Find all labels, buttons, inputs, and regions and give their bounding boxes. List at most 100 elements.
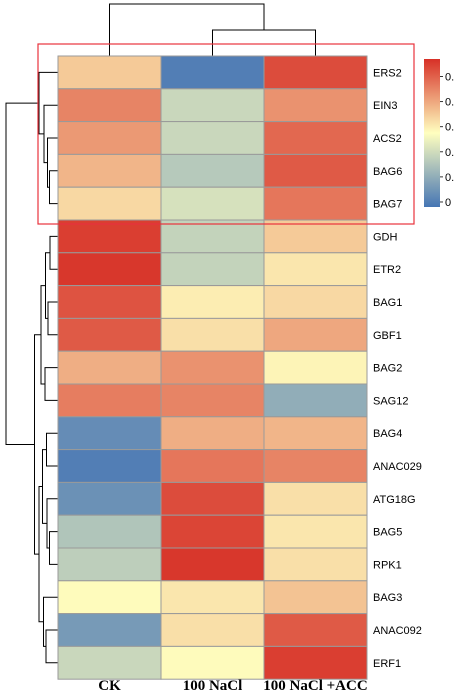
dendrogram-branch <box>46 432 58 467</box>
row-label: BAG3 <box>373 592 402 604</box>
heatmap-cell <box>263 88 368 123</box>
row-label: ATG18G <box>373 494 416 506</box>
heatmap-cell <box>57 645 162 680</box>
colorbar-tick-label: 0.4 <box>445 97 454 109</box>
row-label: BAG7 <box>373 199 402 211</box>
row-label: ERF1 <box>373 658 401 670</box>
row-label: ETR2 <box>373 264 401 276</box>
colorbar-legend: 0 0.1 0.2 0.3 0.4 0.5 <box>424 59 454 209</box>
heatmap-cell <box>160 186 265 221</box>
colorbar-gradient <box>424 59 440 207</box>
heatmap-cell <box>263 285 368 319</box>
heatmap-cell <box>57 153 162 188</box>
heatmap-cell <box>160 580 265 615</box>
heatmap-cell <box>263 481 368 516</box>
row-dendrogram <box>5 71 58 664</box>
colorbar-tick-label: 0 <box>445 197 451 209</box>
heatmap-cell <box>263 383 368 418</box>
heatmap-cell <box>263 55 368 90</box>
dendrogram-branch <box>49 170 58 205</box>
colorbar-tick-label: 0.3 <box>445 122 454 134</box>
heatmap-cell <box>263 252 368 287</box>
heatmap-cell <box>263 219 368 254</box>
colorbar-tick-label: 0.1 <box>445 172 454 184</box>
dendrogram-branch <box>212 29 316 56</box>
dendrogram-branch <box>49 235 58 270</box>
heatmap-cell <box>160 121 265 155</box>
row-label: BAG6 <box>373 166 402 178</box>
heatmap-cell <box>57 219 162 254</box>
heatmap-cell <box>263 547 368 582</box>
heatmap-cell <box>263 350 368 385</box>
column-label: 100 NaCl +ACC <box>263 678 367 694</box>
heatmap-cell <box>57 613 162 647</box>
heatmap-cell <box>160 88 265 123</box>
dendrogram-branch <box>43 104 58 164</box>
heatmap-cell <box>160 317 265 352</box>
heatmap-cell <box>57 88 162 123</box>
dendrogram-branch <box>49 531 58 565</box>
heatmap-cell <box>263 186 368 221</box>
row-label: ANAC029 <box>373 461 422 473</box>
row-label: GBF1 <box>373 330 402 342</box>
colorbar-tick-label: 0.2 <box>445 147 454 159</box>
heatmap-cell <box>57 252 162 287</box>
row-label: SAG12 <box>373 395 408 407</box>
heatmap-cell <box>57 121 162 155</box>
heatmap-cell <box>57 285 162 319</box>
colorbar-tick-label: 0.5 <box>445 72 454 84</box>
heatmap-cell <box>57 416 162 451</box>
heatmap-cell <box>160 449 265 483</box>
dendrogram-branch <box>38 71 58 135</box>
row-label: BAG5 <box>373 527 402 539</box>
dendrogram-branch <box>5 102 39 445</box>
dendrogram-branch <box>45 629 58 664</box>
heatmap-cell <box>57 481 162 516</box>
dendrogram-branch <box>109 3 265 56</box>
heatmap-cell <box>160 645 265 680</box>
row-label: BAG1 <box>373 297 402 309</box>
row-label: EIN3 <box>373 100 397 112</box>
dendrogram-branch <box>44 367 58 401</box>
heatmap-cell <box>263 514 368 549</box>
heatmap-cell <box>263 317 368 352</box>
heatmap-cells <box>57 55 368 680</box>
heatmap-cell <box>160 350 265 385</box>
heatmap-cell <box>57 317 162 352</box>
heatmap-cell <box>160 416 265 451</box>
heatmap-cell <box>57 449 162 483</box>
heatmap-cell <box>160 153 265 188</box>
heatmap-cell <box>160 55 265 90</box>
row-label: ANAC092 <box>373 625 422 637</box>
heatmap-cell <box>160 514 265 549</box>
heatmap-cell <box>160 383 265 418</box>
row-label: BAG4 <box>373 428 402 440</box>
dendrogram-branch <box>47 301 58 336</box>
heatmap-cell <box>57 350 162 385</box>
heatmap-cell <box>160 219 265 254</box>
row-label: ACS2 <box>373 133 402 145</box>
column-labels: CK 100 NaCl 100 NaCl +ACC <box>98 678 367 694</box>
heatmap-cell <box>160 481 265 516</box>
row-label: GDH <box>373 231 398 243</box>
row-labels: ERS2 EIN3 ACS2 BAG6 BAG7 GDH ETR2 BAG1 GBF1 BAG2 S… <box>373 67 422 669</box>
heatmap-cell <box>263 580 368 615</box>
column-dendrogram <box>109 3 316 56</box>
heatmap-cell <box>57 580 162 615</box>
heatmap-cell <box>160 285 265 319</box>
heatmap-cell <box>160 613 265 647</box>
heatmap-cell <box>57 514 162 549</box>
heatmap-cell <box>263 449 368 483</box>
dendrogram-branch <box>46 498 58 549</box>
heatmap-cell <box>57 55 162 90</box>
heatmap-cell <box>263 153 368 188</box>
highlight-box <box>37 43 415 225</box>
heatmap-cell <box>263 645 368 680</box>
column-label: CK <box>98 678 121 694</box>
dendrogram-branch <box>34 334 41 555</box>
heatmap-cell <box>263 121 368 155</box>
heatmap-cell <box>160 547 265 582</box>
heatmap-cell <box>57 383 162 418</box>
row-label: ERS2 <box>373 67 402 79</box>
